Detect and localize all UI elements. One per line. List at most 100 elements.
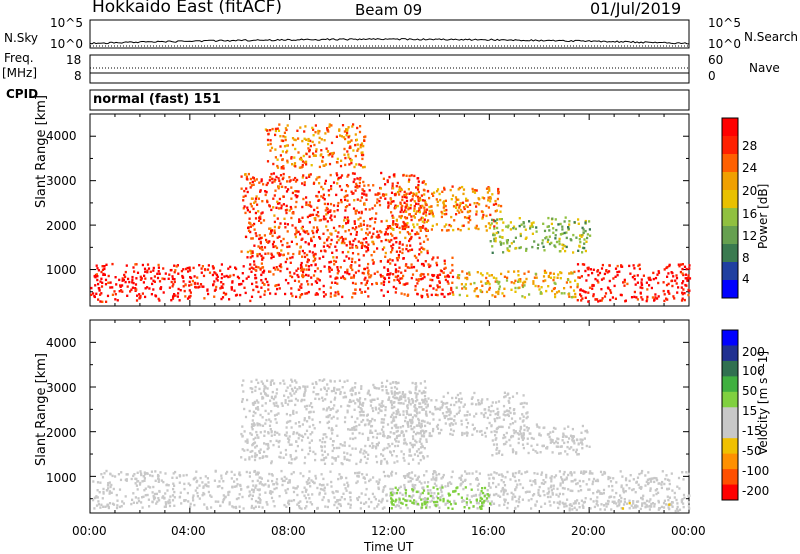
heatmap-cell [311,240,313,242]
heatmap-cell [609,280,611,282]
heatmap-cell [249,300,251,302]
heatmap-cell [430,435,432,437]
heatmap-cell [354,382,356,384]
heatmap-cell [331,456,333,458]
heatmap-cell [559,501,561,503]
heatmap-cell [285,435,287,437]
heatmap-cell [456,199,458,201]
heatmap-cell [194,477,196,479]
heatmap-cell [337,202,339,204]
heatmap-cell [203,297,205,299]
heatmap-cell [476,210,478,212]
heatmap-cell [398,501,400,503]
heatmap-cell [408,188,410,190]
heatmap-cell [342,251,344,253]
heatmap-cell [241,250,243,252]
heatmap-cell [422,248,424,250]
heatmap-cell [234,474,236,476]
heatmap-cell [403,402,405,404]
heatmap-cell [154,294,156,296]
heatmap-cell [519,217,521,219]
heatmap-cell [159,471,161,473]
heatmap-cell [281,484,283,486]
heatmap-cell [671,285,673,287]
heatmap-cell [313,155,315,157]
heatmap-cell [285,279,287,281]
heatmap-cell [280,263,282,265]
heatmap-cell [395,206,397,208]
heatmap-cell [538,494,540,496]
heatmap-cell [484,408,486,410]
heatmap-cell [369,445,371,447]
heatmap-cell [493,277,495,279]
heatmap-cell [403,453,405,455]
heatmap-cell [282,150,284,152]
heatmap-cell [287,282,289,284]
heatmap-cell [556,291,558,293]
heatmap-cell [349,243,351,245]
heatmap-cell [396,410,398,412]
heatmap-cell [441,211,443,213]
heatmap-cell [315,178,317,180]
heatmap-cell [543,494,545,496]
heatmap-cell [348,136,350,138]
heatmap-cell [253,438,255,440]
heatmap-cell [271,435,273,437]
heatmap-cell [310,145,312,147]
heatmap-cell [417,477,419,479]
heatmap-cell [553,276,555,278]
heatmap-cell [287,488,289,490]
heatmap-cell [403,439,405,441]
heatmap-cell [251,498,253,500]
heatmap-cell [208,491,210,493]
heatmap-cell [491,193,493,195]
heatmap-cell [503,498,505,500]
heatmap-cell [149,474,151,476]
heatmap-cell [278,123,280,125]
heatmap-cell [475,413,477,415]
heatmap-cell [391,390,393,392]
heatmap-cell [294,162,296,164]
heatmap-cell [366,488,368,490]
heatmap-cell [415,501,417,503]
heatmap-cell [587,267,589,269]
heatmap-cell [593,478,595,480]
heatmap-cell [658,295,660,297]
heatmap-cell [339,393,341,395]
heatmap-cell [351,261,353,263]
heatmap-cell [180,492,182,494]
heatmap-cell [274,245,276,247]
heatmap-cell [404,237,406,239]
heatmap-cell [248,173,250,175]
heatmap-cell [389,383,391,385]
heatmap-cell [688,267,690,269]
heatmap-cell [380,463,382,465]
heatmap-cell [541,242,543,244]
heatmap-cell [491,294,493,296]
heatmap-cell [287,230,289,232]
heatmap-cell [305,201,307,203]
heatmap-cell [116,504,118,506]
heatmap-cell [324,463,326,465]
heatmap-cell [339,380,341,382]
heatmap-cell [559,503,561,505]
heatmap-cell [352,252,354,254]
heatmap-cell [296,243,298,245]
heatmap-cell [246,178,248,180]
heatmap-cell [290,206,292,208]
heatmap-cell [676,502,678,504]
heatmap-cell [475,470,477,472]
heatmap-cell [592,492,594,494]
heatmap-cell [474,427,476,429]
heatmap-cell [524,296,526,298]
heatmap-cell [416,450,418,452]
heatmap-cell [375,447,377,449]
heatmap-cell [107,282,109,284]
heatmap-cell [486,291,488,293]
heatmap-cell [321,484,323,486]
heatmap-cell [408,414,410,416]
heatmap-cell [380,197,382,199]
heatmap-cell [270,143,272,145]
heatmap-cell [261,258,263,260]
heatmap-cell [395,397,397,399]
